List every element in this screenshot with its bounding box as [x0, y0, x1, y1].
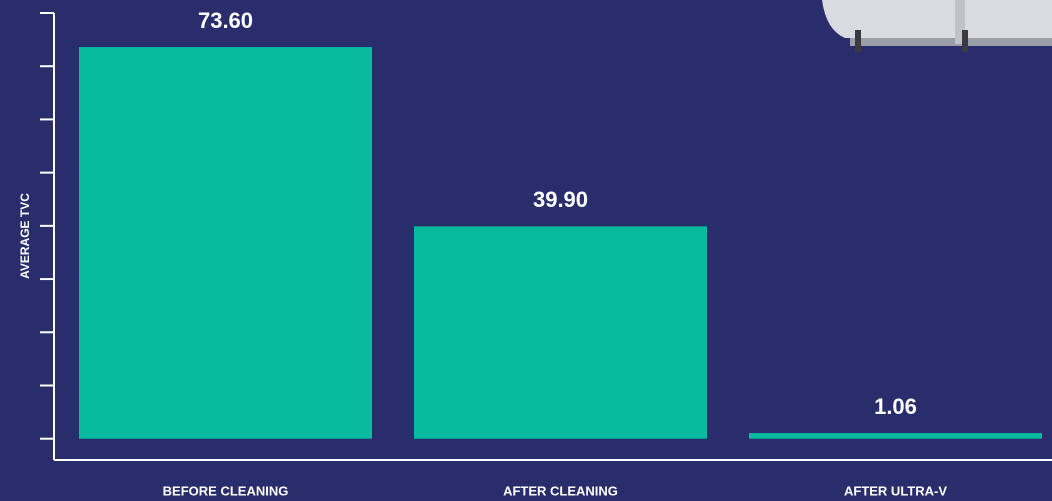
machine-photo: [822, 0, 1052, 52]
x-tick-label: BEFORE CLEANING: [163, 483, 289, 498]
x-tick-label: AFTER CLEANING: [503, 483, 618, 498]
bar: [79, 47, 372, 439]
bar: [749, 433, 1042, 439]
y-axis-label: AVERAGE TVC: [18, 193, 32, 279]
bar: [414, 226, 707, 439]
value-label: 73.60: [198, 8, 253, 33]
value-label: 39.90: [533, 187, 588, 212]
value-label: 1.06: [874, 394, 917, 419]
x-tick-label: AFTER ULTRA-V: [844, 483, 947, 498]
